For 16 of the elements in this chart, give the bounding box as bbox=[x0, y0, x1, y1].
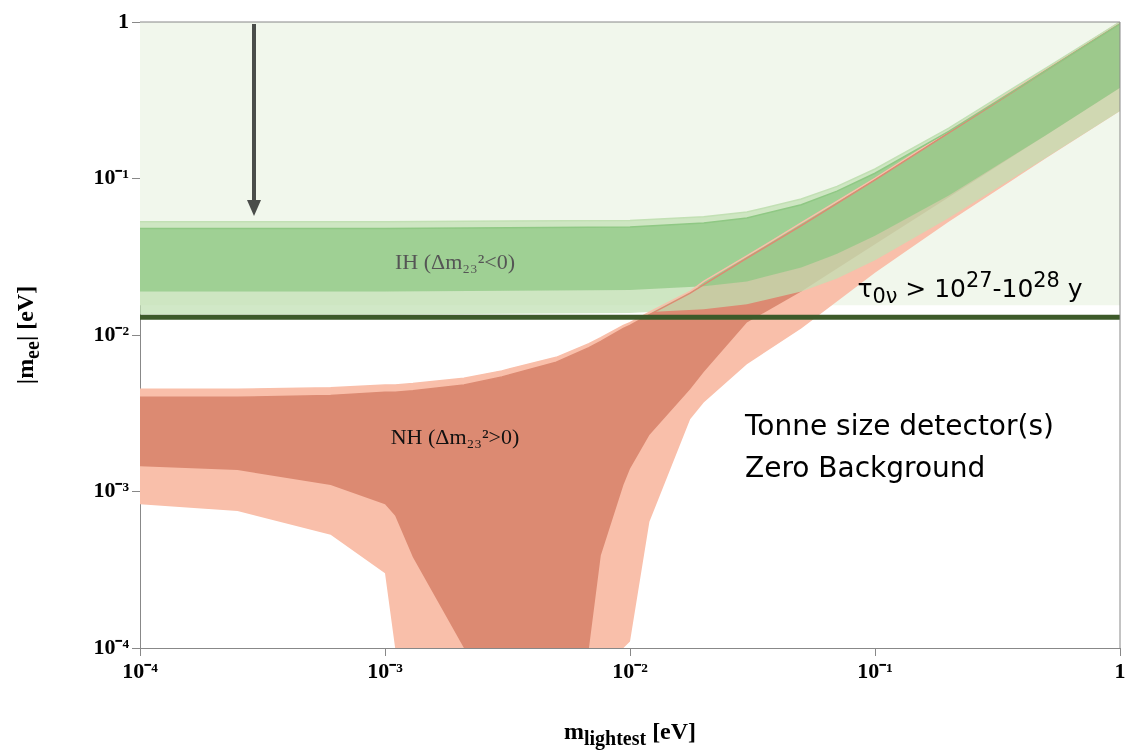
y-tick-label: 10⁻¹ bbox=[93, 164, 129, 190]
annotation: Zero Background bbox=[745, 450, 987, 486]
x-tick-label: 1 bbox=[1114, 657, 1126, 683]
x-tick-label: 10⁻³ bbox=[367, 657, 404, 683]
y-tick-label: 10⁻³ bbox=[93, 477, 130, 503]
x-tick-label: 10⁻⁴ bbox=[122, 657, 159, 683]
y-tick-label: 10⁻⁴ bbox=[93, 633, 130, 659]
annotation: IH (Δm₂₃²<0) bbox=[395, 249, 515, 275]
x-tick-label: 10⁻¹ bbox=[857, 657, 893, 683]
y-tick-label: 1 bbox=[118, 7, 129, 33]
x-tick-label: 10⁻² bbox=[612, 657, 649, 683]
x-axis-title: m$_{lightest}$ [eV] bbox=[563, 718, 697, 750]
annotation: τ$_{0ν}$ > 10$^{27}$-10$^{28}$ y bbox=[857, 268, 1083, 308]
annotation: Tonne size detector(s) bbox=[745, 408, 1054, 444]
y-tick-label: 10⁻² bbox=[93, 320, 130, 346]
annotation: NH (Δm₂₃²>0) bbox=[390, 424, 520, 450]
